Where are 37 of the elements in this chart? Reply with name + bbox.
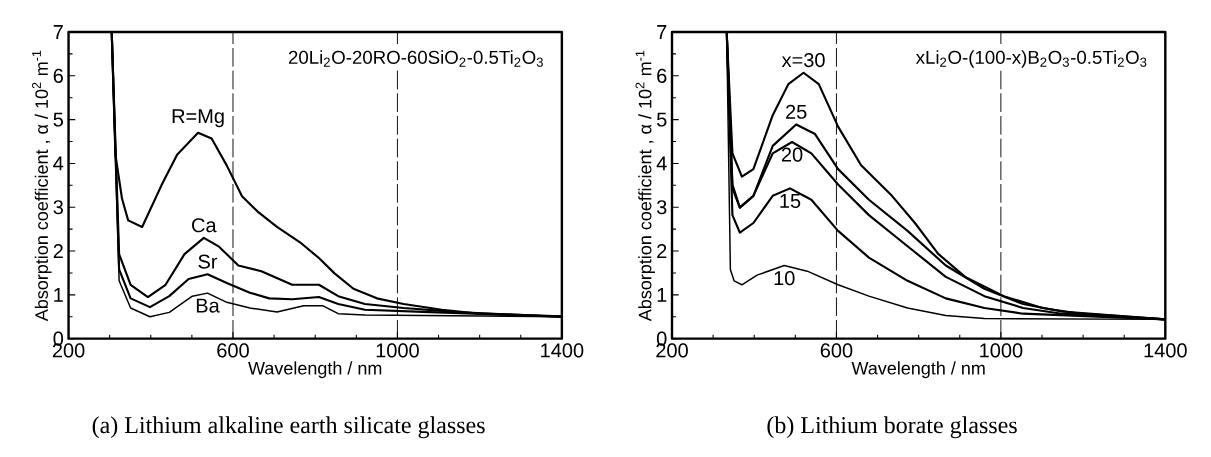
annotation: 20Li$_{2}$O-20RO-60SiO$_{2}$-0.5Ti$_{2}$O$_{3}$ [288, 50, 543, 67]
y-tick-label: 1 [657, 287, 667, 302]
series-label: 10 [774, 271, 795, 286]
series-label: Sr [198, 254, 218, 269]
series-label: Ca [192, 218, 217, 233]
y-tick-label: 6 [53, 68, 63, 83]
y-tick-label: 2 [657, 244, 667, 259]
y-axis-title: Absorption coefficient , α / 10$^{2}$ m$^{-1}$ [32, 50, 52, 322]
y-tick-label: 2 [53, 244, 63, 259]
x-axis-title: Wavelength / nm [248, 361, 382, 379]
series-label: x=30 [781, 52, 825, 68]
y-tick-label: 7 [53, 25, 63, 39]
y-tick-label: 7 [657, 25, 667, 39]
text: (a) Lithium alkaline earth silicate glasses [92, 416, 485, 439]
x-tick-label: 1000 [980, 343, 1023, 358]
y-tick-label: 5 [53, 112, 64, 127]
text: xLi$_{2}$O-(100-x)B$_{2}$O$_{3}$-0.5Ti$_{2}$O$_{3}$ [915, 50, 1147, 68]
y-axis-title: Absorption coefficient , α / 10$^{2}$ m$^{-1}$ [635, 50, 656, 322]
x-axis-title: Wavelength / nm [851, 361, 985, 379]
x-tick-label: 600 [217, 343, 249, 358]
series-label: Ba [196, 298, 220, 313]
y-tick-label: 6 [657, 68, 667, 83]
x-tick-label: 1400 [541, 343, 584, 358]
series-label: 15 [780, 193, 801, 208]
y-tick-label: 3 [656, 200, 667, 215]
y-tick-label: 1 [54, 287, 63, 302]
x-tick-label: 1000 [376, 343, 419, 358]
y-tick-label: 5 [656, 112, 667, 127]
y-tick-label: 3 [53, 200, 63, 215]
series-label: 25 [786, 104, 807, 119]
series-label: R=Mg [172, 109, 224, 128]
y-tick-label: 4 [656, 156, 667, 171]
y-tick-label: 4 [53, 156, 64, 171]
series-label: 20 [781, 147, 803, 162]
x-tick-label: 600 [820, 343, 853, 358]
x-tick-label: 1400 [1144, 343, 1187, 358]
text: (b) Lithium borate glasses [767, 416, 1017, 439]
